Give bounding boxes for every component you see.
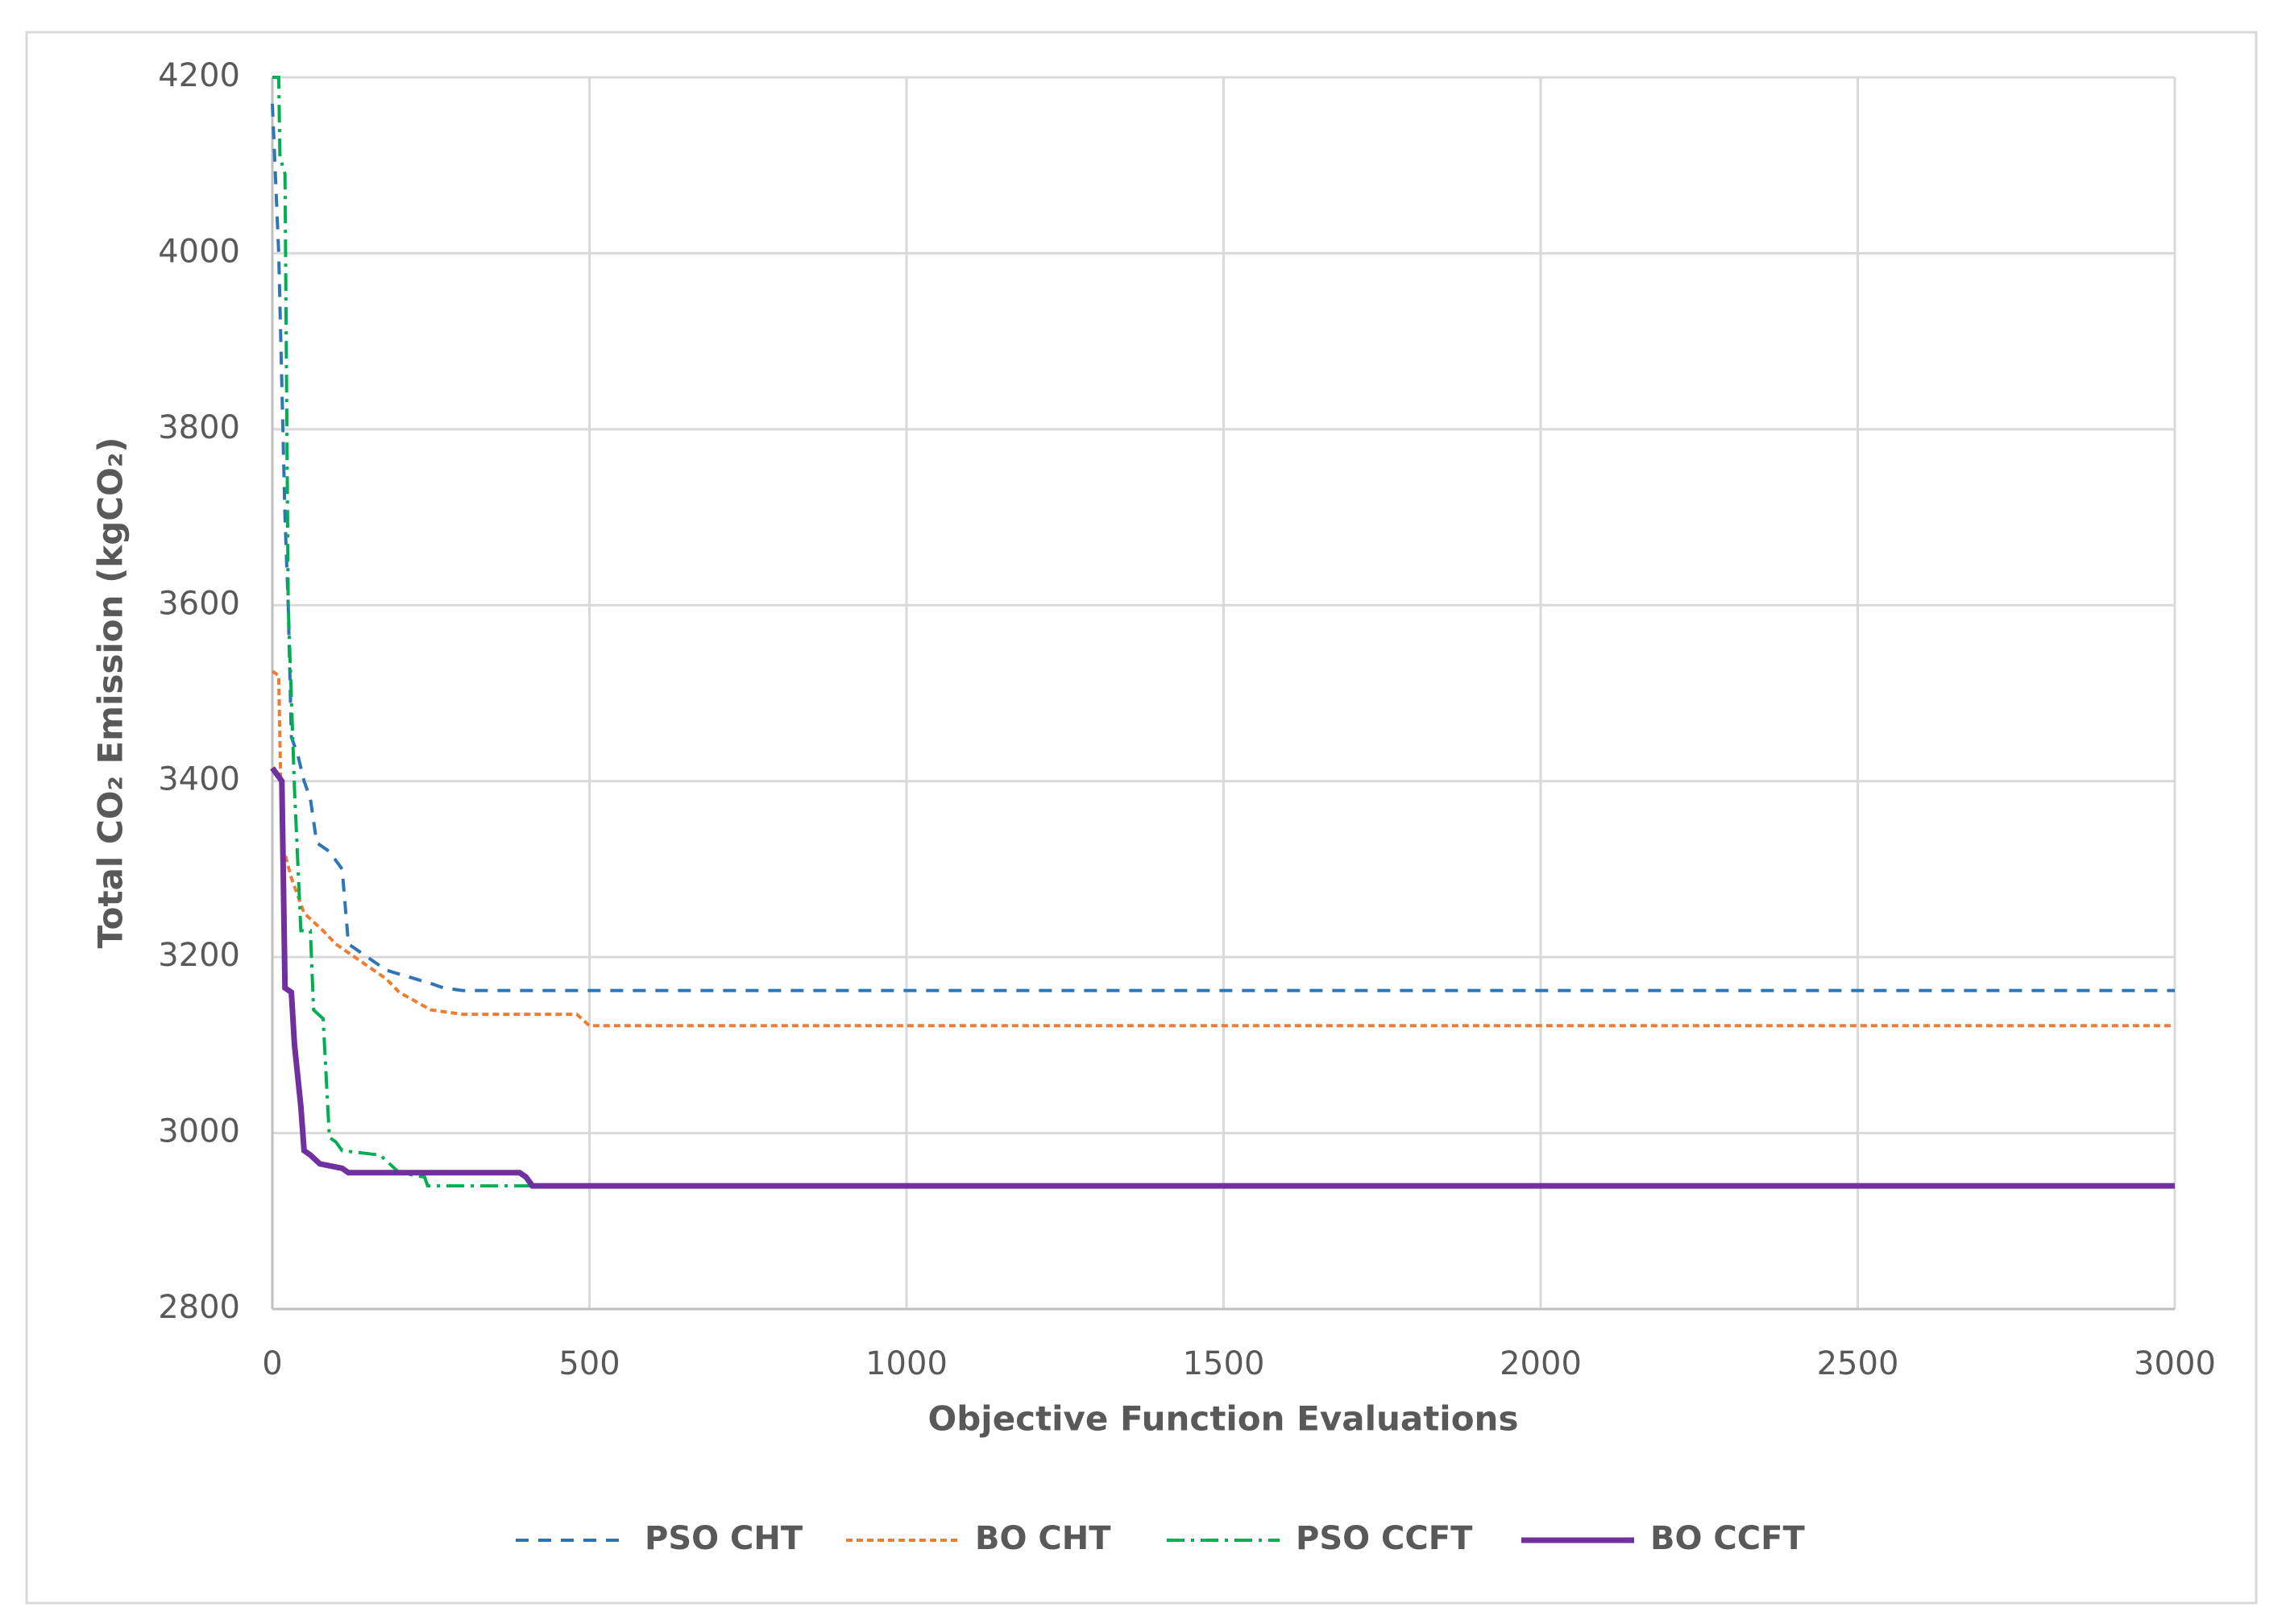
y-axis-title: Total CO₂ Emission (kgCO₂): [91, 437, 131, 949]
series-line: [271, 669, 2175, 1028]
y-tick-label: 3800: [158, 409, 240, 446]
chart-frame: [25, 31, 2258, 1605]
x-tick-label: 500: [558, 1345, 620, 1382]
series-line: [270, 766, 2175, 1189]
y-tick-label: 2800: [158, 1289, 240, 1326]
y-tick-label: 3000: [158, 1113, 240, 1150]
y-tick-label: 3600: [158, 585, 240, 622]
y-tick-label: 4200: [158, 57, 240, 94]
y-tick-label: 3400: [158, 761, 240, 798]
x-tick-label: 1500: [1183, 1345, 1265, 1382]
x-axis-title: Objective Function Evaluations: [928, 1399, 1519, 1439]
legend-label: PSO CHT: [645, 1520, 803, 1557]
y-tick-label: 3200: [158, 937, 240, 974]
x-tick-label: 2000: [1500, 1345, 1582, 1382]
legend-label: BO CHT: [975, 1520, 1111, 1557]
series-line: [272, 76, 2175, 1188]
legend-label: PSO CCFT: [1296, 1520, 1473, 1557]
x-tick-label: 2500: [1817, 1345, 1899, 1382]
x-tick-label: 0: [262, 1345, 282, 1382]
x-tick-label: 1000: [865, 1345, 948, 1382]
legend-label: BO CCFT: [1650, 1520, 1805, 1557]
series-line: [271, 103, 2175, 992]
y-tick-label: 4000: [158, 233, 240, 270]
x-tick-label: 3000: [2134, 1345, 2216, 1382]
